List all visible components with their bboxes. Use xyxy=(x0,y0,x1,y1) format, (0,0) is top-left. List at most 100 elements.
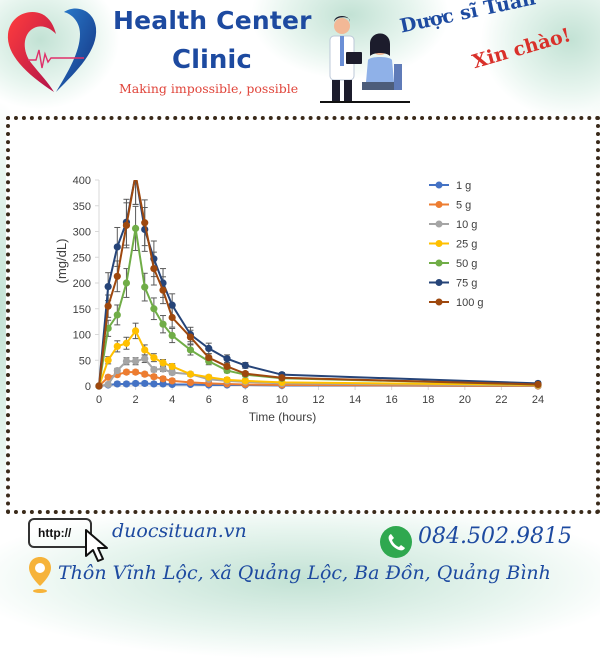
data-point xyxy=(113,243,121,251)
data-point xyxy=(168,377,176,385)
data-point xyxy=(241,361,249,369)
data-point xyxy=(150,365,158,374)
legend-label: 5 g xyxy=(456,200,471,212)
data-point xyxy=(205,354,213,362)
brand-name-line1: Health Center xyxy=(113,6,312,35)
data-point xyxy=(150,354,158,362)
greeting-name: Dược sĩ Tuấn xyxy=(398,0,538,38)
y-tick-label: 350 xyxy=(73,201,91,213)
data-point xyxy=(223,376,231,384)
y-tick-label: 400 xyxy=(73,175,91,187)
data-point xyxy=(159,359,167,367)
data-point xyxy=(122,368,131,376)
data-point xyxy=(113,311,121,319)
website-link[interactable]: duocsituan.vn xyxy=(112,520,247,542)
data-point xyxy=(168,313,176,322)
data-point xyxy=(205,344,213,353)
doctor-patient-illustration-icon xyxy=(320,16,410,103)
data-point xyxy=(534,380,542,389)
x-tick-label: 12 xyxy=(312,394,324,406)
x-tick-label: 14 xyxy=(349,394,361,406)
x-tick-label: 0 xyxy=(96,394,102,406)
data-point xyxy=(159,380,167,388)
data-point xyxy=(122,221,131,229)
data-point xyxy=(223,355,231,363)
y-tick-label: 300 xyxy=(73,227,91,239)
data-point xyxy=(95,382,103,390)
data-point xyxy=(122,339,131,347)
y-tick-label: 100 xyxy=(73,330,91,342)
mouse-cursor-icon xyxy=(85,529,108,562)
data-point xyxy=(132,171,139,178)
x-tick-label: 18 xyxy=(422,394,434,406)
footer: http:// duocsituan.vn 084.502.9815 Thôn … xyxy=(0,508,600,600)
heart-pulse-logo-icon xyxy=(7,8,97,92)
data-point xyxy=(113,342,121,350)
data-point xyxy=(132,171,139,178)
data-point xyxy=(168,301,176,309)
data-point xyxy=(186,378,195,386)
data-point xyxy=(205,373,213,381)
phone-number-link[interactable]: 084.502.9815 xyxy=(418,524,572,549)
y-tick-label: 50 xyxy=(79,355,91,367)
x-tick-label: 24 xyxy=(532,394,544,406)
data-point xyxy=(150,373,158,381)
data-point xyxy=(150,305,158,313)
data-point xyxy=(159,375,167,383)
data-point xyxy=(278,374,286,382)
data-point xyxy=(141,370,149,378)
url-label: http:// xyxy=(38,526,72,540)
data-point xyxy=(168,369,176,377)
data-point xyxy=(223,362,231,371)
data-point xyxy=(131,224,140,233)
data-point xyxy=(141,219,149,227)
address: Thôn Vĩnh Lộc, xã Quảng Lộc, Ba Đồn, Quả… xyxy=(58,562,551,584)
x-tick-label: 4 xyxy=(169,394,175,406)
data-point xyxy=(113,366,121,375)
phone-icon xyxy=(380,526,412,558)
x-tick-label: 2 xyxy=(133,394,139,406)
x-axis-title: Time (hours) xyxy=(249,410,317,424)
legend-label: 100 g xyxy=(456,297,484,309)
y-tick-label: 0 xyxy=(85,381,91,393)
data-point xyxy=(159,286,167,294)
legend-label: 75 g xyxy=(456,278,477,290)
y-axis-title: (mg/dL) xyxy=(54,239,69,284)
data-point xyxy=(186,346,195,354)
legend-label: 10 g xyxy=(456,219,477,231)
greeting-hello: Xin chào! xyxy=(470,24,574,74)
tagline: Making impossible, possible xyxy=(119,81,299,96)
location-pin-icon xyxy=(29,557,51,593)
data-point xyxy=(122,380,131,388)
data-point xyxy=(168,362,176,371)
data-point xyxy=(159,365,167,373)
y-tick-label: 200 xyxy=(73,278,91,290)
data-point xyxy=(113,380,121,388)
data-point xyxy=(131,357,140,365)
data-point xyxy=(131,379,140,388)
legend-label: 1 g xyxy=(456,180,471,192)
x-tick-label: 22 xyxy=(495,394,507,406)
browser-url-icon: http:// xyxy=(28,518,92,548)
legend-label: 50 g xyxy=(456,258,477,270)
data-point xyxy=(113,272,121,280)
x-tick-label: 20 xyxy=(459,394,471,406)
data-point xyxy=(141,379,149,388)
data-point xyxy=(122,279,131,287)
data-point xyxy=(104,373,112,381)
data-point xyxy=(241,377,249,385)
data-point xyxy=(141,283,149,291)
brand-name-line2: Clinic xyxy=(172,45,252,75)
data-point xyxy=(131,368,140,376)
data-point xyxy=(141,346,149,354)
data-point xyxy=(159,320,167,328)
x-tick-label: 6 xyxy=(206,394,212,406)
data-point xyxy=(104,283,112,291)
data-point xyxy=(186,370,195,378)
data-point xyxy=(131,327,140,335)
legend-label: 25 g xyxy=(456,239,477,251)
data-point xyxy=(150,380,158,388)
chart-frame: 0 50 100 150 200 250 300 350 400 0 2 4 6 8 10 12 14 16 18 2… xyxy=(6,116,600,514)
y-tick-label: 150 xyxy=(73,304,91,316)
data-point xyxy=(104,302,112,310)
